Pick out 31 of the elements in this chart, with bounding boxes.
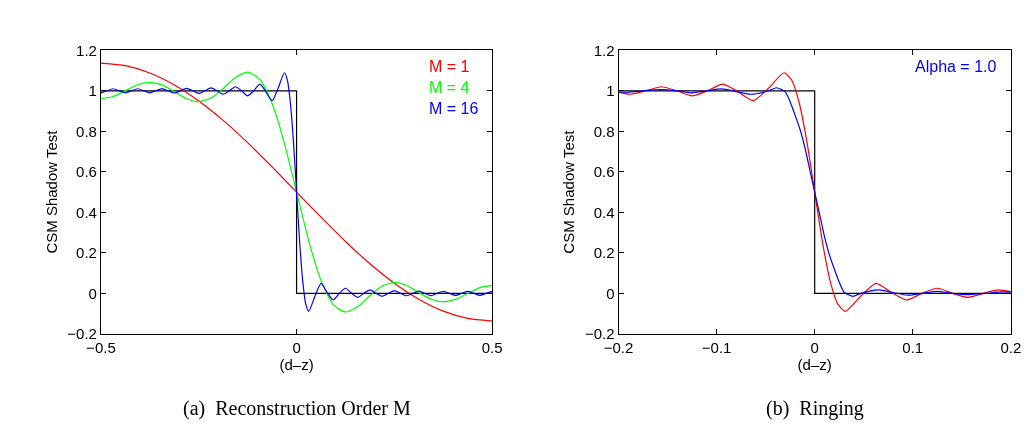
- y-tick-label: 0.8: [593, 122, 615, 140]
- text: M = 1: [429, 58, 470, 75]
- y-tick-label: 0.2: [76, 244, 97, 262]
- y-tick-label: 0.8: [76, 122, 97, 140]
- x-tick-label: −0.1: [701, 338, 732, 356]
- y-axis-title: CSM Shadow Test: [42, 129, 60, 254]
- y-tick-label: 0.6: [76, 163, 97, 181]
- y-tick-label: 1.2: [593, 41, 615, 59]
- y-tick-label: 0: [88, 284, 97, 302]
- y-tick-label: 1.2: [76, 41, 97, 59]
- text: (b) Ringing: [766, 397, 864, 420]
- y-tick-label: 0.2: [593, 244, 615, 262]
- text: M = 4: [429, 78, 470, 96]
- y-tick-label: 0.4: [593, 203, 615, 221]
- y-tick-label: 0.4: [76, 203, 97, 221]
- text: M = 16: [429, 99, 479, 117]
- y-tick-label: 1: [88, 82, 97, 100]
- text: (a) Reconstruction Order M: [183, 397, 411, 420]
- y-tick-label: 0: [606, 284, 615, 302]
- x-axis-title: (d–z): [797, 355, 832, 373]
- x-tick-label: 0: [810, 338, 819, 356]
- x-tick-label: 0: [292, 338, 301, 356]
- x-tick-label: 0.5: [481, 338, 503, 356]
- x-tick-label: 0.1: [902, 338, 924, 356]
- y-tick-label: −0.2: [584, 325, 615, 343]
- x-tick-label: 0.2: [1000, 338, 1022, 356]
- text: Alpha = 1.0: [915, 58, 997, 75]
- x-axis-title: (d–z): [279, 355, 314, 373]
- y-axis-title: CSM Shadow Test: [560, 129, 578, 254]
- y-tick-label: 0.6: [593, 163, 615, 181]
- y-tick-label: 1: [606, 82, 615, 100]
